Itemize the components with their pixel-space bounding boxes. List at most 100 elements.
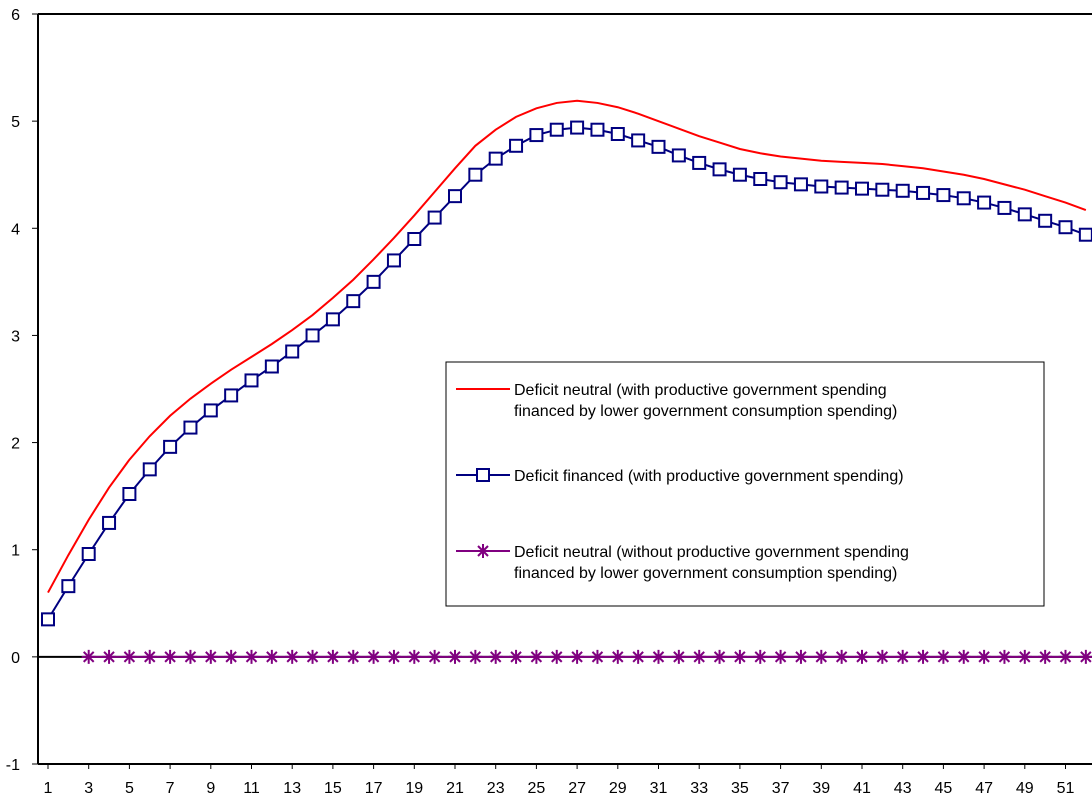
data-point bbox=[793, 649, 808, 664]
data-point bbox=[305, 649, 320, 664]
data-point bbox=[1038, 649, 1053, 664]
data-point bbox=[732, 649, 747, 664]
data-point bbox=[956, 649, 971, 664]
data-point bbox=[895, 183, 910, 198]
data-point bbox=[183, 420, 198, 435]
x-tick-label: 21 bbox=[446, 780, 464, 797]
data-point bbox=[773, 649, 788, 664]
data-point bbox=[203, 649, 218, 664]
series-line bbox=[47, 126, 1087, 620]
data-point bbox=[285, 649, 300, 664]
x-tick-label: 17 bbox=[365, 780, 383, 797]
x-tick-label: 11 bbox=[243, 780, 260, 797]
x-tick-label: 33 bbox=[690, 780, 708, 797]
data-point bbox=[203, 403, 218, 418]
data-point bbox=[1017, 207, 1032, 222]
data-point bbox=[590, 649, 605, 664]
x-tick-label: 5 bbox=[125, 780, 134, 797]
data-point bbox=[509, 649, 524, 664]
series-deficit-neutral-productive bbox=[47, 99, 1087, 594]
data-point bbox=[163, 439, 178, 454]
series-deficit-financed-productive bbox=[41, 120, 1092, 627]
data-point bbox=[81, 547, 96, 561]
data-point bbox=[183, 649, 198, 664]
data-point bbox=[753, 649, 768, 664]
data-point bbox=[448, 189, 462, 204]
data-point bbox=[814, 179, 829, 194]
data-point bbox=[631, 649, 646, 664]
data-point bbox=[325, 312, 340, 327]
data-point bbox=[753, 172, 768, 186]
data-point bbox=[671, 148, 686, 163]
data-point bbox=[977, 649, 992, 664]
data-point bbox=[875, 649, 890, 664]
data-point bbox=[631, 133, 646, 148]
data-point bbox=[61, 579, 76, 594]
series-deficit-neutral-without-productive bbox=[81, 649, 1092, 664]
data-point bbox=[549, 649, 564, 664]
data-point bbox=[224, 649, 239, 664]
x-tick-label: 51 bbox=[1057, 780, 1075, 797]
x-tick-label: 15 bbox=[324, 780, 342, 797]
legend-entry-deficit-neutral-productive: Deficit neutral (with productive governm… bbox=[456, 382, 897, 420]
data-point bbox=[346, 294, 361, 309]
data-point bbox=[692, 649, 707, 664]
x-tick-label: 7 bbox=[166, 780, 175, 797]
data-point bbox=[427, 210, 442, 225]
data-point bbox=[142, 649, 157, 664]
data-point bbox=[386, 253, 401, 268]
data-point bbox=[1058, 220, 1073, 235]
x-tick-label: 19 bbox=[405, 780, 423, 797]
y-tick-label: 3 bbox=[11, 328, 20, 345]
data-point bbox=[834, 649, 849, 664]
x-tick-label: 13 bbox=[283, 780, 301, 797]
x-tick-label: 3 bbox=[84, 780, 93, 797]
data-point bbox=[732, 167, 747, 182]
x-tick-label: 35 bbox=[731, 780, 749, 797]
data-point bbox=[488, 649, 503, 664]
data-point bbox=[651, 649, 666, 664]
legend-box bbox=[445, 361, 1045, 607]
data-point bbox=[264, 649, 279, 664]
data-point bbox=[570, 649, 585, 664]
data-point bbox=[692, 155, 707, 170]
legend-label: financed by lower government consumption… bbox=[514, 403, 897, 420]
data-point bbox=[427, 649, 442, 664]
legend-label: Deficit neutral (with productive governm… bbox=[514, 382, 887, 399]
data-point bbox=[895, 649, 910, 664]
data-point bbox=[997, 649, 1012, 664]
y-tick-label: 2 bbox=[11, 436, 20, 453]
y-tick-label: 4 bbox=[11, 221, 20, 238]
x-tick-label: 23 bbox=[487, 780, 505, 797]
data-point bbox=[956, 191, 971, 206]
data-point bbox=[407, 232, 422, 246]
data-point bbox=[264, 359, 279, 374]
x-tick-label: 39 bbox=[812, 780, 830, 797]
data-point bbox=[875, 182, 890, 197]
data-point bbox=[529, 128, 544, 143]
data-point bbox=[936, 649, 951, 664]
data-point bbox=[224, 388, 239, 403]
legend-marker bbox=[476, 468, 490, 482]
data-point bbox=[448, 649, 462, 664]
legend-label: Deficit neutral (without productive gove… bbox=[514, 544, 909, 561]
x-tick-label: 25 bbox=[528, 780, 546, 797]
data-point bbox=[793, 177, 808, 192]
data-point bbox=[102, 649, 117, 664]
data-point bbox=[814, 649, 829, 664]
x-tick-label: 49 bbox=[1016, 780, 1034, 797]
data-point bbox=[834, 180, 849, 195]
data-point bbox=[916, 649, 931, 664]
data-point bbox=[773, 175, 788, 190]
data-point bbox=[102, 515, 117, 530]
data-point bbox=[997, 200, 1012, 215]
data-point bbox=[712, 162, 727, 177]
data-point bbox=[1058, 649, 1073, 664]
x-tick-label: 41 bbox=[853, 780, 871, 797]
data-point bbox=[610, 649, 625, 664]
data-point bbox=[1017, 649, 1032, 664]
data-point bbox=[651, 139, 666, 154]
data-point bbox=[509, 138, 524, 153]
data-point bbox=[570, 120, 585, 135]
x-tick-label: 47 bbox=[975, 780, 993, 797]
